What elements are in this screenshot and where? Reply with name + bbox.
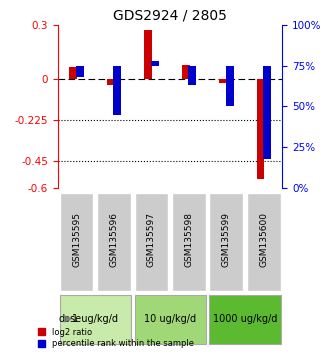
- Bar: [144, 30, 152, 79]
- FancyBboxPatch shape: [209, 193, 243, 291]
- Text: dose: dose: [58, 314, 82, 324]
- FancyBboxPatch shape: [97, 193, 131, 291]
- Title: GDS2924 / 2805: GDS2924 / 2805: [113, 8, 227, 22]
- Bar: [188, 65, 196, 85]
- Text: GSM135598: GSM135598: [184, 212, 193, 267]
- FancyBboxPatch shape: [60, 295, 131, 344]
- Bar: [107, 79, 115, 85]
- Bar: [151, 61, 159, 65]
- Text: GSM135595: GSM135595: [72, 212, 81, 267]
- Text: GSM135599: GSM135599: [222, 212, 231, 267]
- FancyBboxPatch shape: [172, 193, 206, 291]
- Bar: [69, 67, 77, 79]
- FancyBboxPatch shape: [60, 193, 93, 291]
- FancyBboxPatch shape: [134, 193, 168, 291]
- Text: 10 ug/kg/d: 10 ug/kg/d: [144, 314, 196, 324]
- Legend: log2 ratio, percentile rank within the sample: log2 ratio, percentile rank within the s…: [36, 326, 196, 350]
- FancyBboxPatch shape: [247, 193, 281, 291]
- FancyBboxPatch shape: [209, 295, 281, 344]
- Text: GSM135597: GSM135597: [147, 212, 156, 267]
- FancyBboxPatch shape: [134, 295, 206, 344]
- Bar: [76, 65, 84, 77]
- Text: GSM135596: GSM135596: [109, 212, 118, 267]
- Text: 1000 ug/kg/d: 1000 ug/kg/d: [213, 314, 277, 324]
- Bar: [113, 65, 121, 115]
- Bar: [182, 65, 189, 79]
- Text: GSM135600: GSM135600: [259, 212, 268, 267]
- Bar: [226, 65, 233, 107]
- Bar: [256, 79, 265, 179]
- Text: 1 ug/kg/d: 1 ug/kg/d: [72, 314, 118, 324]
- Bar: [263, 65, 271, 159]
- Bar: [219, 79, 227, 83]
